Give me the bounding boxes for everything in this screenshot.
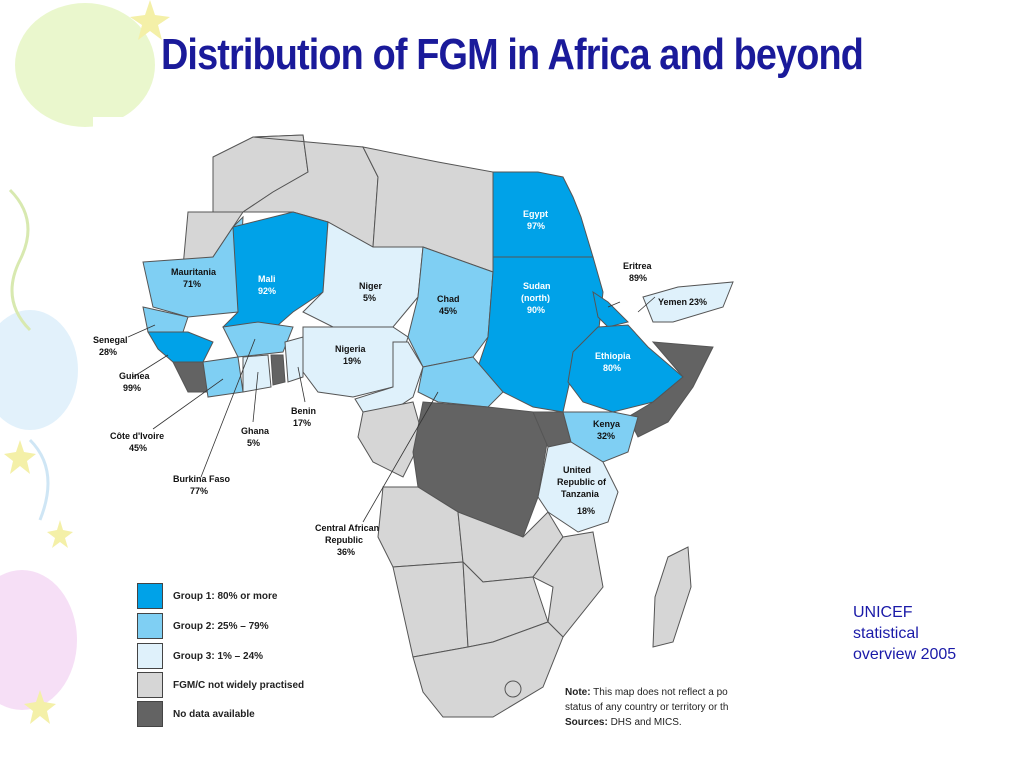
label-ghana-name: Ghana bbox=[241, 426, 270, 436]
label-egypt-value: 97% bbox=[527, 221, 545, 231]
legend-label-not-practised: FGM/C not widely practised bbox=[173, 679, 305, 691]
label-chad-value: 45% bbox=[439, 306, 457, 316]
label-egypt-name: Egypt bbox=[523, 209, 548, 219]
legend-item-group2: Group 2: 25% – 79% bbox=[137, 613, 269, 639]
region-tanzania bbox=[537, 441, 619, 533]
label-car-name1: Central African bbox=[315, 523, 379, 533]
label-nigeria-name: Nigeria bbox=[335, 344, 367, 354]
region-somalia bbox=[627, 341, 714, 438]
region-madagascar bbox=[652, 546, 692, 648]
label-cote-divoire-name: Côte d'Ivoire bbox=[110, 431, 164, 441]
region-cote-divoire bbox=[202, 356, 244, 398]
label-sudan-name: Sudan bbox=[523, 281, 551, 291]
label-eritrea-name: Eritrea bbox=[623, 261, 653, 271]
source-credit-line3: overview 2005 bbox=[853, 646, 957, 663]
label-eritrea-value: 89% bbox=[629, 273, 647, 283]
note-line-1: Note: This map does not reflect a po bbox=[565, 685, 750, 700]
label-sudan-sub: (north) bbox=[521, 293, 550, 303]
note-line-3: Sources: DHS and MICS. bbox=[565, 715, 750, 730]
region-ghana bbox=[242, 354, 272, 393]
source-credit-line1: UNICEF bbox=[853, 604, 913, 621]
sources-label: Sources: bbox=[565, 717, 608, 728]
label-guinea-value: 99% bbox=[123, 383, 141, 393]
label-tanzania-value: 18% bbox=[577, 506, 595, 516]
leader-lines bbox=[127, 296, 656, 523]
label-tanzania-name1: United bbox=[563, 465, 591, 475]
label-tanzania-name3: Tanzania bbox=[561, 489, 600, 499]
slide-title: Distribution of FGM in Africa and beyond bbox=[160, 30, 864, 79]
region-mali bbox=[222, 211, 329, 348]
label-yemen-name: Yemen bbox=[658, 297, 687, 307]
label-senegal-value: 28% bbox=[99, 347, 117, 357]
label-car-name2: Republic bbox=[325, 535, 363, 545]
source-credit-line2: statistical bbox=[853, 625, 919, 642]
label-cote-divoire-value: 45% bbox=[129, 443, 147, 453]
africa-map: Egypt 97% Sudan (north) 90% Eritrea 89% … bbox=[93, 134, 734, 718]
legend-label-group1: Group 1: 80% or more bbox=[173, 590, 278, 602]
legend-swatch-not-practised bbox=[137, 672, 163, 698]
label-niger-value: 5% bbox=[363, 293, 376, 303]
label-benin-name: Benin bbox=[291, 406, 316, 416]
legend-swatch-group1 bbox=[137, 583, 163, 609]
label-sudan-value: 90% bbox=[527, 305, 545, 315]
region-sudan bbox=[477, 256, 604, 413]
region-benin bbox=[284, 336, 304, 383]
source-credit: UNICEF statistical overview 2005 bbox=[853, 602, 1003, 665]
legend-swatch-group2 bbox=[137, 613, 163, 639]
label-nigeria-value: 19% bbox=[343, 356, 361, 366]
note-line-2: status of any country or territory or th bbox=[565, 702, 729, 713]
label-benin-value: 17% bbox=[293, 418, 311, 428]
region-south-africa bbox=[412, 621, 564, 718]
region-liberia bbox=[172, 361, 209, 393]
label-mauritania-name: Mauritania bbox=[171, 267, 217, 277]
legend-label-no-data: No data available bbox=[173, 708, 255, 720]
label-mali-name: Mali bbox=[258, 274, 276, 284]
region-congo-gabon bbox=[357, 401, 424, 478]
region-nigeria bbox=[302, 326, 409, 398]
label-tanzania-name2: Republic of bbox=[557, 477, 607, 487]
region-eritrea bbox=[592, 290, 629, 328]
label-ethiopia-value: 80% bbox=[603, 363, 621, 373]
legend-item-no-data: No data available bbox=[137, 701, 255, 727]
sources-text: DHS and MICS. bbox=[610, 717, 682, 728]
legend-label-group2: Group 2: 25% – 79% bbox=[173, 620, 269, 632]
note-label: Note: bbox=[565, 687, 591, 698]
label-mali-value: 92% bbox=[258, 286, 276, 296]
label-burkina-faso-name: Burkina Faso bbox=[173, 474, 231, 484]
label-yemen-value: 23% bbox=[689, 297, 707, 307]
legend-label-group3: Group 3: 1% – 24% bbox=[173, 650, 264, 662]
region-namibia bbox=[392, 561, 469, 658]
legend-item-not-practised: FGM/C not widely practised bbox=[137, 672, 304, 698]
label-car-value: 36% bbox=[337, 547, 355, 557]
label-senegal-name: Senegal bbox=[93, 335, 128, 345]
legend-swatch-group3 bbox=[137, 643, 163, 669]
legend-swatch-no-data bbox=[137, 701, 163, 727]
map-panel: Egypt 97% Sudan (north) 90% Eritrea 89% … bbox=[93, 117, 750, 745]
legend-item-group1: Group 1: 80% or more bbox=[137, 583, 277, 609]
region-togo bbox=[270, 354, 286, 386]
label-kenya-value: 32% bbox=[597, 431, 615, 441]
map-note: Note: This map does not reflect a po sta… bbox=[565, 685, 750, 730]
label-burkina-faso-value: 77% bbox=[190, 486, 208, 496]
label-ethiopia-name: Ethiopia bbox=[595, 351, 631, 361]
label-niger-name: Niger bbox=[359, 281, 383, 291]
region-guinea bbox=[147, 331, 214, 363]
label-mauritania-value: 71% bbox=[183, 279, 201, 289]
label-guinea-name: Guinea bbox=[119, 371, 151, 381]
label-ghana-value: 5% bbox=[247, 438, 260, 448]
label-chad-name: Chad bbox=[437, 294, 460, 304]
region-burkina-faso bbox=[222, 321, 294, 358]
region-yemen bbox=[642, 281, 734, 323]
note-text: This map does not reflect a po bbox=[593, 687, 728, 698]
label-kenya-name: Kenya bbox=[593, 419, 621, 429]
legend-item-group3: Group 3: 1% – 24% bbox=[137, 643, 263, 669]
